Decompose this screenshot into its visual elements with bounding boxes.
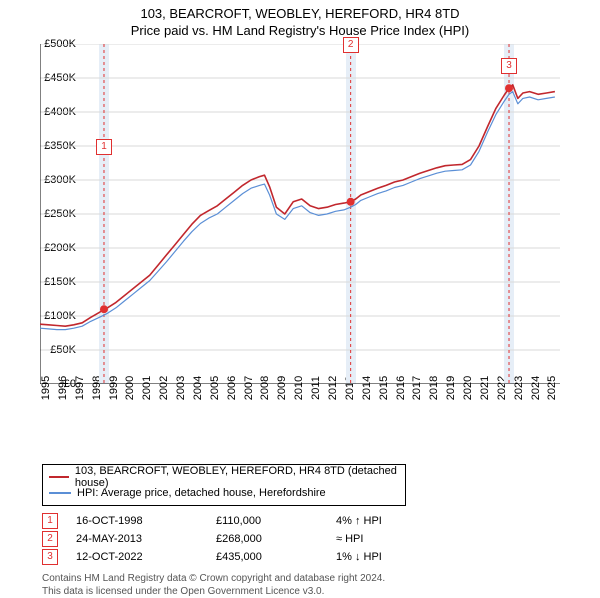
chart-sale-marker-3: 3	[501, 58, 517, 74]
sale-date-1: 16-OCT-1998	[76, 515, 216, 527]
chart-area: £0£50K£100K£150K£200K£250K£300K£350K£400…	[40, 44, 600, 424]
chart-titles: 103, BEARCROFT, WEOBLEY, HEREFORD, HR4 8…	[0, 0, 600, 38]
footer-line1: Contains HM Land Registry data © Crown c…	[42, 572, 600, 585]
legend-label-subject: 103, BEARCROFT, WEOBLEY, HEREFORD, HR4 8…	[75, 465, 399, 489]
sale-rel-3: 1% ↓ HPI	[336, 551, 456, 563]
legend-swatch-subject	[49, 476, 69, 478]
title-subtitle: Price paid vs. HM Land Registry's House …	[0, 23, 600, 38]
legend-label-hpi: HPI: Average price, detached house, Here…	[77, 487, 326, 499]
footer-line2: This data is licensed under the Open Gov…	[42, 585, 600, 598]
chart-sale-marker-1: 1	[96, 139, 112, 155]
title-address: 103, BEARCROFT, WEOBLEY, HEREFORD, HR4 8…	[0, 6, 600, 21]
footer: Contains HM Land Registry data © Crown c…	[42, 572, 600, 598]
legend-swatch-hpi	[49, 492, 71, 494]
sale-rel-2: ≈ HPI	[336, 533, 456, 545]
sale-date-3: 12-OCT-2022	[76, 551, 216, 563]
plot-svg	[40, 44, 560, 384]
sale-marker-2: 2	[42, 531, 58, 547]
sales-table: 1 16-OCT-1998 £110,000 4% ↑ HPI 2 24-MAY…	[42, 512, 600, 566]
legend-item-subject: 103, BEARCROFT, WEOBLEY, HEREFORD, HR4 8…	[49, 469, 399, 485]
legend: 103, BEARCROFT, WEOBLEY, HEREFORD, HR4 8…	[42, 464, 406, 506]
sale-price-3: £435,000	[216, 551, 336, 563]
sale-rel-1: 4% ↑ HPI	[336, 515, 456, 527]
sale-row-1: 1 16-OCT-1998 £110,000 4% ↑ HPI	[42, 512, 600, 530]
sale-marker-1: 1	[42, 513, 58, 529]
sale-price-1: £110,000	[216, 515, 336, 527]
sale-date-2: 24-MAY-2013	[76, 533, 216, 545]
sale-price-2: £268,000	[216, 533, 336, 545]
sale-row-3: 3 12-OCT-2022 £435,000 1% ↓ HPI	[42, 548, 600, 566]
sale-row-2: 2 24-MAY-2013 £268,000 ≈ HPI	[42, 530, 600, 548]
chart-sale-marker-2: 2	[343, 37, 359, 53]
sale-marker-3: 3	[42, 549, 58, 565]
